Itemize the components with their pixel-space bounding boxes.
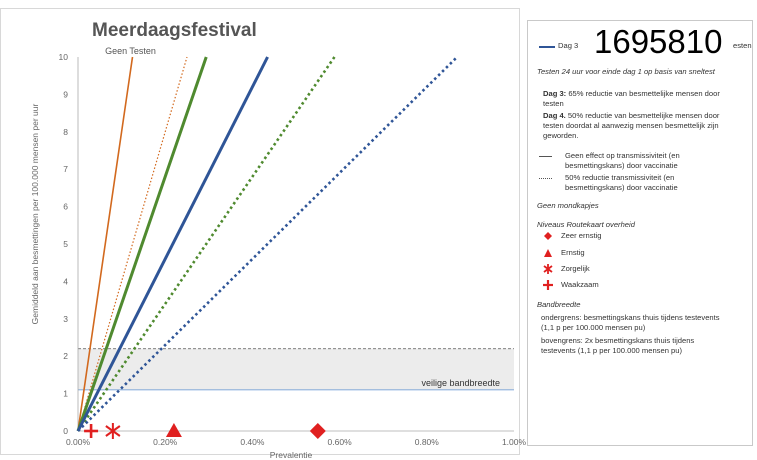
legend-triangle-icon xyxy=(544,249,552,257)
band-label: veilige bandbreedte xyxy=(421,378,500,388)
x-tick-label: 1.00% xyxy=(502,437,527,447)
legend-niveau-2: Ernstig xyxy=(561,248,585,257)
y-tick-label: 6 xyxy=(63,202,68,212)
y-tick-label: 7 xyxy=(63,164,68,174)
marker-triangle-shape xyxy=(165,423,182,437)
x-tick-label: 0.60% xyxy=(328,437,353,447)
marker-diamond-shape xyxy=(309,423,326,439)
chart-title: Meerdaagsfestival xyxy=(92,20,257,41)
legend-diamond-icon xyxy=(544,232,552,240)
legend-plus-icon xyxy=(543,280,553,290)
marker-ast-d2 xyxy=(105,425,121,437)
legend-dag4-text: 50% reductie van besmettelijke mensen do… xyxy=(543,111,720,140)
series-line xyxy=(76,56,336,432)
y-tick-label: 9 xyxy=(63,89,68,99)
series-line xyxy=(77,56,459,432)
series-line xyxy=(76,56,208,432)
legend-ondergrens: ondergrens: besmettingskans thuis tijden… xyxy=(541,313,720,332)
legend-line-dotted: 50% reductie transmissiviteit (en besmet… xyxy=(565,173,678,192)
legend-solid-line-icon xyxy=(539,156,552,157)
y-tick-label: 0 xyxy=(63,426,68,436)
legend-asterisk-icon xyxy=(543,264,553,274)
x-tick-label: 0.00% xyxy=(66,437,91,447)
y-tick-label: 10 xyxy=(59,52,69,62)
y-tick-label: 2 xyxy=(63,351,68,361)
legend-dag3-text: 65% reductie van besmettelijke mensen do… xyxy=(543,89,720,108)
legend-head-dag3: Dag 3 xyxy=(558,41,579,50)
legend-niveau-4: Waakzaam xyxy=(561,280,599,289)
legend-niveau-3: Zorgelijk xyxy=(561,264,590,273)
legend-testen-header: Testen 24 uur voor einde dag 1 op basis … xyxy=(537,67,715,76)
x-axis-label: Prevalentie xyxy=(270,450,313,460)
series-label: Geen Testen xyxy=(105,46,156,56)
x-tick-label: 0.80% xyxy=(415,437,440,447)
legend-bovengrens: bovengrens: 2x besmettingskans thuis tij… xyxy=(541,336,695,355)
band-area xyxy=(78,348,514,390)
marker-triangle xyxy=(165,423,182,437)
series-line xyxy=(76,56,269,432)
marker-asterisk xyxy=(105,423,121,439)
x-tick-label: 0.40% xyxy=(240,437,265,447)
legend-niveaus-header: Niveaus Routekaart overheid xyxy=(537,220,635,229)
legend-dotted-line-icon xyxy=(539,178,552,179)
legend-bandbreedte-header: Bandbreedte xyxy=(537,300,581,309)
legend-dag4: Dag 4. 50% reductie van besmettelijke me… xyxy=(543,101,719,141)
legend-niveau-1: Zeer ernstig xyxy=(561,231,602,240)
y-axis-label: Gemiddeld aan besmettingen per 100.000 m… xyxy=(30,104,40,325)
legend-head-testen: esten xyxy=(733,41,752,50)
legend-dag3: Dag 3: 65% reductie van besmettelijke me… xyxy=(543,79,720,109)
legend-dag4-label: Dag 4. xyxy=(543,111,566,120)
legend-line-solid: Geen effect op transmissiviteit (en besm… xyxy=(565,151,680,170)
marker-diamond xyxy=(309,423,326,439)
y-tick-label: 3 xyxy=(63,314,68,324)
legend-box: Dag 3 esten Testen 24 uur voor einde dag… xyxy=(527,20,753,446)
y-tick-label: 8 xyxy=(63,127,68,137)
y-tick-label: 4 xyxy=(63,276,68,286)
x-tick-label: 0.20% xyxy=(153,437,178,447)
series-line xyxy=(77,56,134,432)
legend-mondkapjes: Geen mondkapjes xyxy=(537,201,599,210)
legend-line-blue xyxy=(539,46,555,48)
marker-plus xyxy=(84,424,99,438)
legend-dag3-label: Dag 3: xyxy=(543,89,567,98)
overlay-number: 1695810 xyxy=(592,22,725,62)
y-tick-label: 5 xyxy=(63,239,68,249)
y-tick-label: 1 xyxy=(63,389,68,399)
